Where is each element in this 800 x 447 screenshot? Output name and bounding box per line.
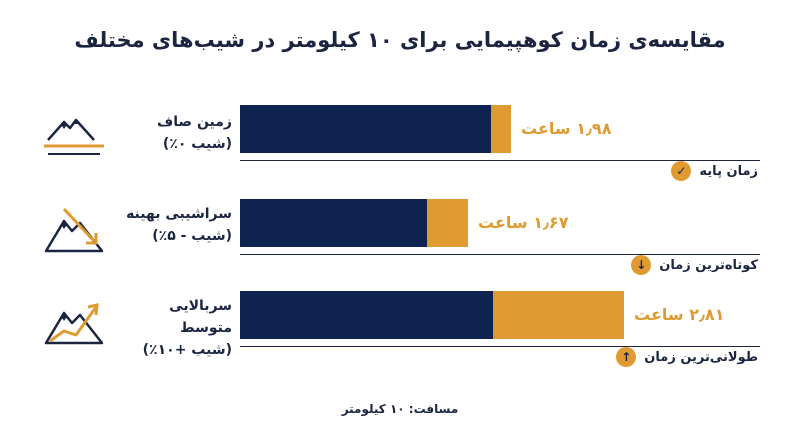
category-label: سراشیبی بهینه [126, 206, 232, 222]
divider [240, 160, 760, 161]
bar-segment-extra [491, 105, 511, 153]
category-label: زمین صاف [157, 114, 232, 130]
value-label: ۲٫۸۱ ساعت [634, 305, 725, 324]
mountain-downhill-icon [44, 207, 104, 253]
value-label: ۱٫۶۷ ساعت [478, 213, 569, 232]
category-sublabel: (شیب +۱۰٪) [142, 342, 232, 358]
note-base-time: زمان پایه ✓ [671, 161, 758, 181]
bar-segment-main [240, 291, 493, 339]
category-sublabel: (شیب ۰٪) [162, 136, 232, 152]
value-label: ۱٫۹۸ ساعت [521, 119, 612, 138]
bar-downhill [240, 199, 468, 247]
category-sublabel: (شیب - ۵٪) [152, 228, 232, 244]
category-label: سربالایی متوسط [169, 298, 232, 336]
bar-segment-main [240, 199, 427, 247]
bar-segment-main [240, 105, 491, 153]
divider [240, 346, 760, 347]
footer-distance: مسافت: ۱۰ کیلومتر [341, 402, 459, 416]
chart-title: مقایسه‌ی زمان کوهپیمایی برای ۱۰ کیلومتر … [74, 28, 726, 52]
row-label: زمین صاف (شیب ۰٪) [118, 111, 232, 155]
arrow-up-icon: ↑ [616, 347, 637, 367]
bar-uphill [240, 291, 624, 339]
note-longest-time: طولانی‌ترین زمان ↑ [616, 347, 758, 367]
note-text: زمان پایه [699, 163, 758, 179]
divider [240, 254, 760, 255]
arrow-down-icon: ↓ [631, 255, 652, 275]
note-text: طولانی‌ترین زمان [644, 349, 758, 365]
row-label: سربالایی متوسط (شیب +۱۰٪) [118, 295, 232, 361]
mountain-flat-icon [44, 118, 104, 155]
row-downhill: سراشیبی بهینه (شیب - ۵٪) ۱٫۶۷ ساعت [0, 199, 800, 289]
note-shortest-time: کوتاه‌ترین زمان ↓ [631, 255, 758, 275]
row-uphill: سربالایی متوسط (شیب +۱۰٪) ۲٫۸۱ ساعت [0, 291, 800, 381]
row-flat: زمین صاف (شیب ۰٪) ۱٫۹۸ ساعت [0, 105, 800, 195]
check-icon: ✓ [671, 161, 692, 181]
bar-flat [240, 105, 511, 153]
note-text: کوتاه‌ترین زمان [659, 257, 758, 273]
row-label: سراشیبی بهینه (شیب - ۵٪) [118, 203, 232, 247]
mountain-uphill-icon [44, 303, 104, 345]
bar-segment-extra [427, 199, 468, 247]
bar-segment-extra [493, 291, 624, 339]
